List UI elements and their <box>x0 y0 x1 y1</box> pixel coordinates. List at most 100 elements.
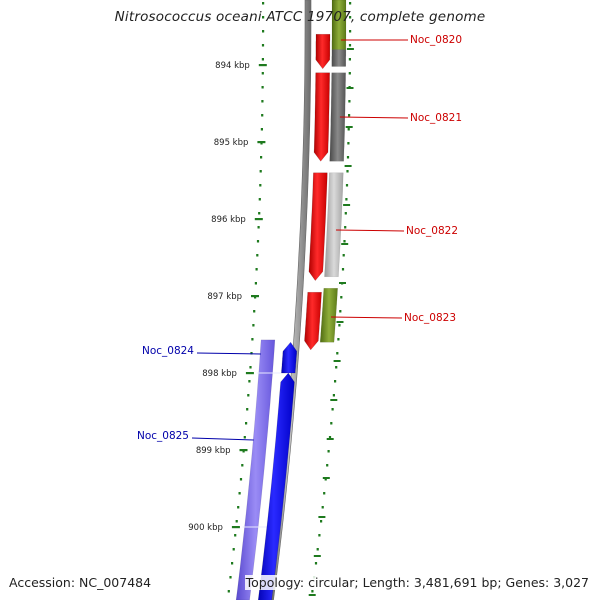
ring-dot <box>335 366 338 369</box>
minor-tick <box>313 555 321 557</box>
gene-label[interactable]: Noc_0822 <box>406 225 458 237</box>
minor-tick <box>346 48 354 50</box>
ring-dot <box>338 324 341 327</box>
ring-dot <box>259 184 262 187</box>
minor-tick <box>346 87 354 89</box>
ring-dot <box>346 170 349 173</box>
ring-dot <box>261 72 264 75</box>
ring-dot <box>238 492 241 495</box>
gene-label[interactable]: Noc_0821 <box>410 112 462 124</box>
map-title: Nitrosococcus oceani ATCC 19707, complet… <box>114 9 486 25</box>
scale-tick <box>257 141 266 144</box>
gc-band-purple <box>235 339 276 600</box>
ring-dot <box>258 212 261 215</box>
ring-dot <box>261 44 265 47</box>
minor-tick <box>333 360 341 362</box>
ring-dot <box>248 380 251 383</box>
gene-noc-0822[interactable] <box>308 172 328 282</box>
gene-label[interactable]: Noc_0824 <box>142 345 194 357</box>
inner-dotted-ring <box>227 2 265 593</box>
scale-tick-label: 894 kbp <box>215 61 250 71</box>
gc-band-dark <box>329 72 346 162</box>
ring-dot <box>316 548 319 551</box>
ring-dot <box>318 534 321 537</box>
ring-dot <box>349 2 352 5</box>
ring-dot <box>260 128 263 131</box>
minor-tick <box>318 516 326 518</box>
ring-dot <box>261 58 264 61</box>
minor-tick <box>339 282 346 284</box>
ring-dot <box>249 366 252 369</box>
ring-dot <box>234 534 237 537</box>
ring-dot <box>348 114 351 117</box>
minor-tick <box>344 165 352 167</box>
minor-tick <box>308 594 316 596</box>
ring-dot <box>344 212 347 215</box>
ring-dot <box>321 506 324 509</box>
gene-noc-0821[interactable] <box>313 72 330 162</box>
ring-dot <box>343 240 346 243</box>
ring-dot <box>345 184 349 187</box>
ring-dot <box>252 324 255 327</box>
ring-dot <box>337 338 340 341</box>
scale-tick-label: 898 kbp <box>202 369 237 379</box>
ring-dot <box>237 506 240 509</box>
ring-dot <box>232 548 235 551</box>
ring-dot <box>332 394 335 397</box>
gene-label[interactable]: Noc_0825 <box>137 430 189 442</box>
ring-dot <box>260 142 263 145</box>
ring-dot <box>342 254 345 257</box>
minor-tick <box>341 243 349 245</box>
ring-dot <box>326 464 329 467</box>
ring-dot <box>239 478 243 481</box>
ring-dot <box>253 310 256 313</box>
ring-dot <box>347 142 350 145</box>
scale-tick <box>231 526 240 529</box>
ring-dot <box>247 394 250 397</box>
ring-dot <box>344 226 347 229</box>
ring-dot <box>334 380 337 383</box>
ring-dot <box>341 268 345 271</box>
gene-noc-0823[interactable] <box>304 291 322 351</box>
ring-dot <box>262 30 265 33</box>
ring-dot <box>241 464 244 467</box>
gene-label[interactable]: Noc_0823 <box>404 312 456 324</box>
ring-dot <box>348 72 351 75</box>
ring-dot <box>339 310 342 313</box>
ring-dot <box>328 436 332 439</box>
ring-dot <box>256 254 259 257</box>
ring-dot <box>259 170 262 173</box>
ring-dot <box>323 492 326 495</box>
ring-dot <box>257 226 260 229</box>
gc-band-dark <box>331 49 347 67</box>
minor-tick <box>322 477 330 479</box>
ring-dot <box>260 156 263 159</box>
gene-noc-0820[interactable] <box>315 33 331 70</box>
genome-backbone <box>267 0 312 600</box>
scale-tick <box>251 295 259 298</box>
ring-dot <box>324 478 327 481</box>
accession-text: Accession: NC_007484 <box>9 575 152 590</box>
gene-label-connector <box>196 352 261 355</box>
gene-label-connector <box>330 316 403 319</box>
ring-dot <box>231 562 234 565</box>
gene-label[interactable]: Noc_0820 <box>410 34 462 46</box>
ring-dot <box>261 114 264 117</box>
scale-tick-label: 899 kbp <box>196 446 231 456</box>
ring-dot <box>262 16 265 19</box>
ring-dot <box>345 198 348 201</box>
ring-dot <box>250 352 253 355</box>
minor-tick <box>336 321 344 323</box>
gene-label-connector <box>191 437 254 441</box>
ring-dot <box>348 100 351 103</box>
ring-dot <box>235 520 238 523</box>
ring-dot <box>327 450 330 453</box>
scale-tick <box>258 64 267 67</box>
ring-dot <box>349 30 352 33</box>
gene-noc-0825[interactable] <box>257 372 295 600</box>
ring-dot <box>262 2 265 5</box>
ring-dot <box>340 296 343 299</box>
ring-dot <box>245 422 248 425</box>
